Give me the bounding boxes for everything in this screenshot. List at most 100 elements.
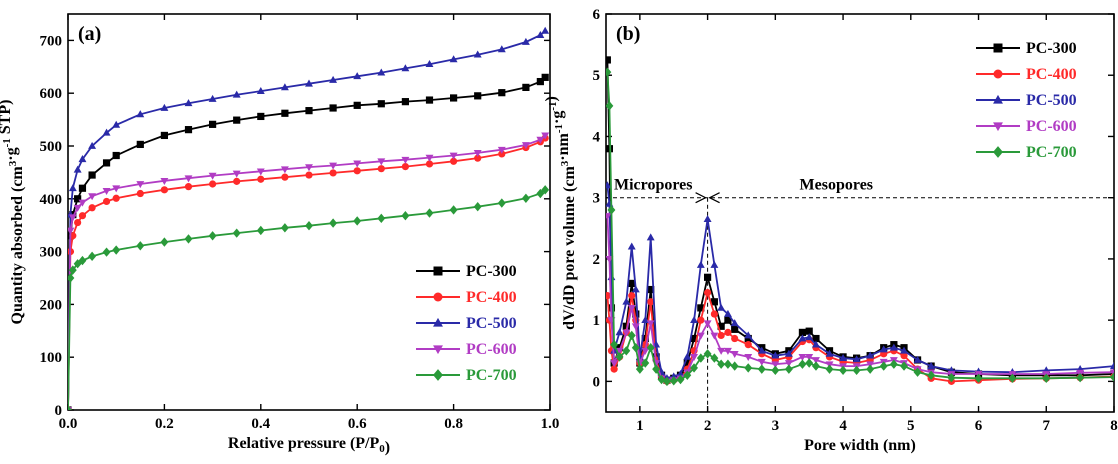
- data-point: [900, 361, 908, 371]
- series-pc-700: [606, 67, 1114, 387]
- data-point: [805, 358, 814, 368]
- legend-marker: [993, 69, 1003, 79]
- data-point: [798, 359, 807, 369]
- data-point: [812, 361, 820, 371]
- data-point: [232, 90, 241, 98]
- legend-label: PC-500: [466, 315, 517, 332]
- data-point: [208, 94, 217, 102]
- data-point: [450, 157, 458, 165]
- data-point: [305, 171, 313, 179]
- data-point: [68, 265, 77, 275]
- legend-item: PC-600: [416, 341, 517, 358]
- data-point: [184, 234, 193, 244]
- data-point: [717, 331, 725, 340]
- legend-item: PC-500: [976, 92, 1077, 109]
- data-point: [425, 160, 434, 168]
- data-point: [136, 110, 145, 118]
- data-point: [669, 376, 678, 386]
- x-tick-label: 3: [772, 418, 780, 434]
- data-point: [710, 310, 718, 318]
- data-point: [497, 198, 506, 208]
- data-point: [646, 343, 655, 353]
- legend-label: PC-600: [1026, 118, 1077, 135]
- x-tick-label: 6: [975, 418, 983, 434]
- series-pc-600: [68, 132, 550, 410]
- data-point: [425, 154, 434, 162]
- data-point: [690, 316, 699, 324]
- data-point: [74, 218, 82, 227]
- data-point: [812, 334, 820, 343]
- data-point: [798, 354, 807, 362]
- x-tick-label: 5: [907, 418, 915, 434]
- data-point: [635, 364, 644, 374]
- y-tick-label: 3: [593, 191, 601, 207]
- data-point: [136, 241, 145, 251]
- legend-marker: [993, 146, 1003, 158]
- x-tick-label: 7: [1043, 418, 1051, 434]
- chart-panel-b: 1 2 3 4 5 6 7 8 0 1 2 3 4 5 6 Pore width (nm) dV/dD pore…: [543, 7, 1118, 454]
- data-point: [627, 242, 636, 250]
- y-tick-label: 700: [40, 33, 63, 49]
- x-tick-label: 0.2: [155, 416, 174, 432]
- data-point: [731, 334, 739, 343]
- data-point: [879, 345, 888, 353]
- data-point: [377, 213, 386, 224]
- x-axis-label: Pore width (nm): [804, 437, 916, 454]
- data-point: [717, 303, 726, 311]
- data-point: [1008, 373, 1017, 384]
- data-point: [473, 202, 482, 212]
- data-point: [744, 363, 753, 373]
- legend-label: PC-300: [466, 263, 517, 280]
- data-point: [690, 354, 699, 362]
- data-point: [521, 193, 530, 203]
- data-point: [1110, 372, 1114, 382]
- data-point: [710, 353, 719, 363]
- data-point: [657, 374, 666, 385]
- data-point: [812, 357, 820, 365]
- data-point: [521, 37, 530, 45]
- data-point: [305, 221, 313, 231]
- data-point: [474, 92, 482, 100]
- data-point: [329, 104, 337, 112]
- data-point: [627, 330, 636, 341]
- data-point: [102, 128, 111, 136]
- y-tick-label: 5: [593, 68, 601, 84]
- data-point: [232, 170, 241, 178]
- legend-marker: [993, 94, 1003, 104]
- data-point: [73, 165, 82, 173]
- series-pc-500: [606, 181, 1114, 382]
- data-point: [798, 334, 807, 342]
- data-point: [102, 247, 111, 257]
- legend-item: PC-300: [416, 263, 517, 280]
- data-point: [724, 316, 732, 324]
- data-point: [676, 374, 685, 385]
- data-point: [866, 364, 875, 374]
- data-point: [784, 360, 793, 368]
- data-point: [663, 376, 671, 387]
- data-point: [710, 298, 718, 306]
- data-point: [866, 351, 875, 359]
- data-point: [879, 361, 888, 371]
- series-line: [606, 72, 1114, 383]
- data-point: [88, 141, 97, 149]
- data-point: [209, 180, 217, 188]
- data-point: [353, 160, 362, 168]
- data-point: [710, 260, 719, 268]
- legend: PC-300 PC-400 PC-500 PC-600 PC-700: [976, 40, 1077, 161]
- data-point: [78, 212, 87, 220]
- data-point: [724, 328, 732, 336]
- legend-label: PC-600: [466, 341, 517, 358]
- data-point: [704, 273, 712, 281]
- series-pc-600: [606, 213, 1114, 386]
- data-point: [646, 320, 655, 328]
- data-point: [425, 208, 434, 218]
- legend-marker: [993, 122, 1003, 132]
- data-point: [771, 361, 780, 369]
- data-point: [257, 112, 265, 121]
- data-point: [329, 169, 337, 177]
- data-point: [522, 83, 530, 91]
- data-point: [184, 126, 193, 134]
- data-point: [536, 30, 545, 38]
- y-tick-label: 300: [40, 245, 63, 261]
- x-tick-label: 0.6: [348, 416, 367, 432]
